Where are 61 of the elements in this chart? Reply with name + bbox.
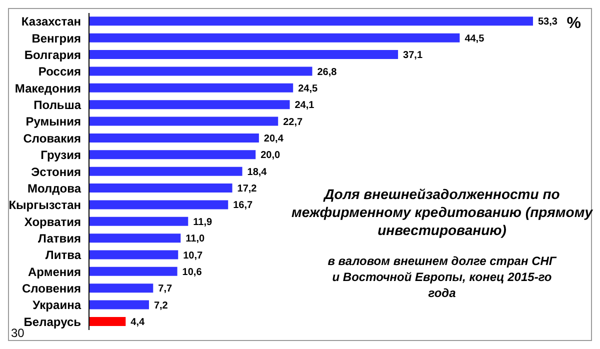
y-tick-label: Словения [22,282,81,296]
data-label: 7,7 [158,284,172,295]
data-label: 22,7 [283,116,303,128]
bar [89,16,533,26]
bar [89,166,242,176]
bar [89,300,149,310]
y-tick-label: Россия [38,64,81,79]
y-tick-label: Кыргызстан [8,198,81,212]
bar [89,316,126,326]
bar [89,250,178,260]
data-label: 7,2 [154,300,168,312]
data-label: 11,9 [193,216,212,228]
bar [89,266,178,276]
y-tick-label: Хорватия [24,214,81,229]
y-tick-label: Грузия [40,148,81,162]
bar [89,50,398,60]
y-tick-label: Литва [45,248,82,262]
y-tick-label: Румыния [26,114,81,129]
data-label: 10,6 [182,266,202,278]
bar [89,133,259,142]
bar [89,33,460,42]
text: 30 [11,326,24,340]
y-tick-label: Эстония [31,164,81,179]
y-tick-label: Словакия [23,131,81,146]
bar [89,216,188,226]
y-tick-label: Молдова [28,181,82,196]
y-tick-label: Македония [14,81,81,96]
y-tick-label: Латвия [38,231,81,246]
bar [89,83,294,92]
y-tick-label: Болгария [24,48,81,62]
bar [89,100,290,110]
data-label: 26,8 [317,66,338,78]
data-label: 11,0 [186,234,205,245]
bar [89,150,256,160]
data-label: 53,3 [538,16,558,28]
data-label: 20,0 [260,150,281,162]
x-axis-title: % [566,15,581,33]
y-tick-label: Украина [32,298,82,312]
bar [89,66,312,76]
data-label: 4,4 [130,317,145,328]
y-tick-label: Казахстан [21,14,81,29]
text: Доля внешнейзадолженности по межфирменному кредитованию (прямому инвестированию) [290,185,594,239]
bar [89,200,228,210]
bar [89,234,181,243]
text: в валовом внешнем долге стран СНГ и Восточной Европы, конец 2015-го года [326,253,558,301]
bar [89,184,232,193]
data-label: 10,7 [183,250,204,262]
data-label: 17,2 [237,184,258,195]
data-label: 18,4 [247,166,268,178]
y-tick-label: Армения [28,264,81,279]
data-label: 24,5 [298,83,318,94]
bar [89,284,154,293]
y-tick-label: Венгрия [32,31,81,46]
data-label: 16,7 [233,200,254,212]
data-label: 24,1 [294,100,315,112]
y-tick-label: Беларусь [24,314,81,329]
data-label: 37,1 [403,50,423,62]
data-label: 20,4 [264,134,284,145]
bar [89,116,278,126]
y-tick-label: Польша [34,98,82,112]
data-label: 44,5 [464,33,485,44]
